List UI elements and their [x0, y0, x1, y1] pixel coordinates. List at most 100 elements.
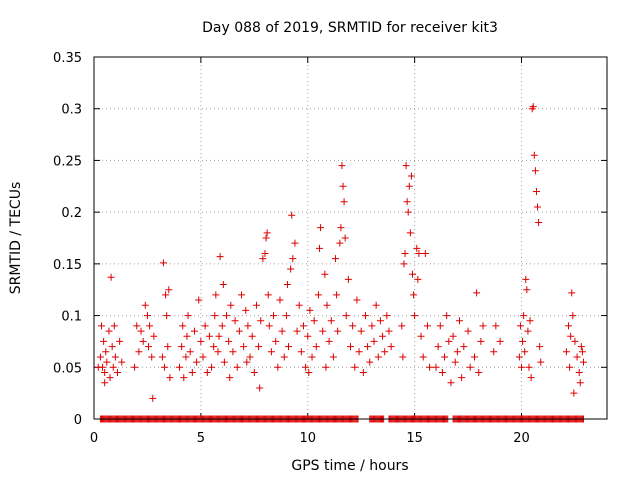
data-point: [526, 317, 534, 325]
y-tick-label: 0.2: [61, 206, 82, 221]
data-point: [216, 253, 224, 261]
data-point: [262, 234, 270, 242]
data-point: [288, 211, 296, 219]
data-point: [336, 239, 344, 247]
data-point: [101, 379, 109, 387]
y-axis-label: SRMTID / TECUs: [8, 182, 24, 295]
data-point: [179, 322, 187, 330]
data-point: [521, 348, 529, 356]
data-point: [220, 358, 228, 366]
data-point: [453, 348, 461, 356]
data-point: [293, 327, 301, 335]
data-point: [432, 363, 440, 371]
data-point: [349, 322, 357, 330]
data-point: [248, 332, 256, 340]
x-tick-label: 10: [299, 431, 316, 446]
data-point: [304, 332, 312, 340]
data-point: [406, 229, 414, 237]
data-point: [402, 162, 410, 170]
data-point: [193, 358, 201, 366]
data-point: [411, 312, 419, 320]
data-point: [195, 296, 203, 304]
data-point: [218, 322, 226, 330]
data-point: [242, 306, 250, 314]
data-point: [368, 322, 376, 330]
data-point: [464, 327, 472, 335]
data-point: [447, 379, 455, 387]
data-point: [570, 389, 578, 397]
data-point: [515, 353, 523, 361]
data-point: [374, 353, 382, 361]
data-point: [280, 353, 288, 361]
data-point: [235, 327, 243, 335]
data-point: [342, 312, 350, 320]
data-point: [225, 337, 233, 345]
data-point: [449, 332, 457, 340]
data-point: [210, 343, 218, 351]
data-point: [445, 337, 453, 345]
data-point: [208, 363, 216, 371]
data-point: [479, 322, 487, 330]
data-point: [137, 327, 145, 335]
data-point: [233, 363, 241, 371]
data-point: [460, 343, 468, 351]
y-tick-label: 0.25: [53, 154, 82, 169]
data-point: [163, 312, 171, 320]
data-point: [537, 358, 545, 366]
data-point: [565, 322, 573, 330]
data-point: [212, 291, 220, 299]
data-point: [150, 332, 158, 340]
data-point: [534, 203, 542, 211]
data-point: [103, 358, 111, 366]
data-point: [419, 353, 427, 361]
data-point: [421, 250, 429, 258]
data-point: [186, 348, 194, 356]
data-point: [398, 322, 406, 330]
data-point: [255, 343, 263, 351]
data-point: [372, 301, 380, 309]
data-point: [227, 301, 235, 309]
x-tick-label: 0: [90, 431, 98, 446]
data-point: [141, 301, 149, 309]
data-point: [306, 306, 314, 314]
data-point: [282, 312, 290, 320]
data-point: [490, 348, 498, 356]
data-point: [276, 296, 284, 304]
data-point: [205, 332, 213, 340]
data-point: [102, 348, 110, 356]
x-tick-label: 5: [197, 431, 205, 446]
data-point: [180, 374, 188, 382]
data-point: [466, 363, 474, 371]
data-point: [274, 363, 282, 371]
data-point: [158, 353, 166, 361]
data-point: [473, 289, 481, 297]
data-point: [405, 182, 413, 190]
data-point: [237, 291, 245, 299]
grid-layer: [94, 57, 607, 419]
data-point: [562, 348, 570, 356]
data-point: [164, 343, 172, 351]
data-point: [366, 358, 374, 366]
tick-label-layer: 0 5 10 15 20 0 0.05 0.1 0.15 0.2 0.25 0.3 0.35: [53, 51, 530, 446]
data-point: [182, 353, 190, 361]
data-point: [434, 343, 442, 351]
data-point: [240, 343, 248, 351]
data-point: [100, 337, 108, 345]
data-point: [387, 343, 395, 351]
data-point: [522, 275, 530, 283]
data-point: [401, 250, 409, 258]
data-point: [535, 218, 543, 226]
x-axis-label: GPS time / hours: [291, 458, 408, 474]
data-point: [413, 244, 421, 252]
data-point: [135, 348, 143, 356]
data-point: [257, 317, 265, 325]
data-point: [263, 229, 271, 237]
data-point: [178, 343, 186, 351]
data-point: [364, 343, 372, 351]
data-point: [214, 348, 222, 356]
data-point: [407, 172, 415, 180]
data-point: [404, 208, 412, 216]
data-point: [321, 270, 329, 278]
data-point: [341, 234, 349, 242]
data-point: [145, 343, 153, 351]
